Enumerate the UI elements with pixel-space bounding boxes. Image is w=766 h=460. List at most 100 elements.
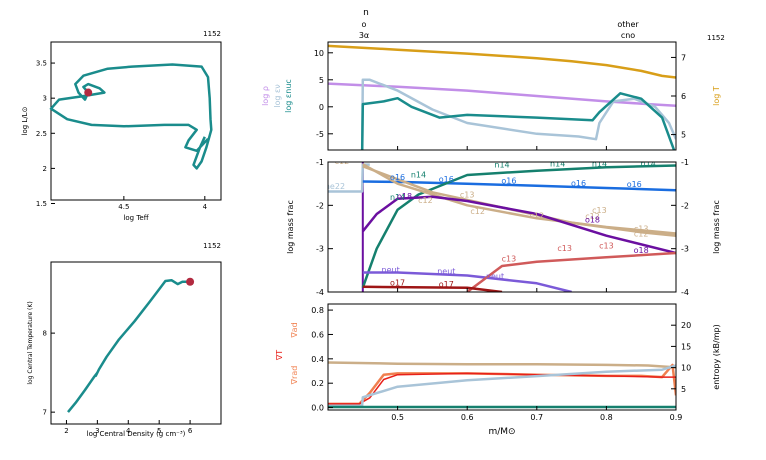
top-yr-tick-label-1: 6 <box>681 92 686 101</box>
abund-label-c13-7-0: c13 <box>502 255 517 264</box>
grad-series-2 <box>328 372 676 405</box>
abund-yr-tick-label-1: -2 <box>681 201 689 210</box>
hr-evolution-track <box>49 63 213 170</box>
abund-label-o16-1-2: o16 <box>501 177 516 186</box>
central-y-tick-label-0: 7 <box>43 409 47 417</box>
abund-label-c12-3-1: c12 <box>418 196 433 205</box>
abund-label-c13-7-2: c13 <box>599 242 614 251</box>
top-y-tick-label-3: 10 <box>314 49 324 58</box>
top-y-axis-label-2: log εnuc <box>284 79 293 113</box>
hr-current-point <box>84 88 93 97</box>
grad-yr-tick-label-3: 20 <box>681 321 691 330</box>
abund-label-c13-4-0: c13 <box>460 191 475 200</box>
abund-label-ne22-0-0: ne22 <box>325 182 345 191</box>
grad-plot-frame <box>327 303 677 411</box>
grad-series-group <box>328 361 676 409</box>
abund-label-o16-1-3: o16 <box>571 179 586 188</box>
central-x-tick-label-0: 2 <box>64 427 68 435</box>
grad-series-0 <box>328 361 676 369</box>
hr-x-axis-label: log Teff <box>123 214 148 222</box>
grad-x-tick-label-4: 0.9 <box>670 413 683 422</box>
top-series-1 <box>360 78 676 150</box>
central-conditions-panel: 1152 2 3 4 5 6 7 8 log Central Density (g cm⁻³) l… <box>27 242 222 438</box>
grad-y-axis-label-0: ∇ad <box>290 322 299 338</box>
grad-y-tick-label-0: 0.0 <box>311 404 324 413</box>
hr-y-tick-label-1: 2 <box>43 165 47 173</box>
grad-yr-tick-label-2: 15 <box>681 342 691 351</box>
abund-label-c13-7-1: c13 <box>557 244 572 253</box>
abund-label-c12-3-0: c12 <box>335 157 350 166</box>
top-yr-tick-label-0: 5 <box>681 131 686 140</box>
hr-x-tick-label-1: 4 <box>203 203 208 211</box>
abund-series-neut-6 <box>362 271 572 292</box>
top-y-tick-label-0: -5 <box>316 130 324 139</box>
abund-series-o18-5 <box>361 195 676 255</box>
hr-diagram-panel: 1152 4.5 4 1.5 2 2.5 3 3.5 log Teff log L/L⊙ <box>21 30 222 222</box>
abund-series-n14-2 <box>361 164 676 289</box>
central-x-axis-label: log Central Density (g cm⁻³) <box>87 430 186 438</box>
abund-y-right-axis-label: log mass frac <box>712 200 721 254</box>
abund-yr-tick-label-0: -1 <box>681 158 689 167</box>
central-current-point <box>186 277 195 286</box>
abund-label-o18-5-0: o18 <box>397 192 412 201</box>
marker-cno-label: cno <box>621 31 635 40</box>
hr-y-tick-label-3: 3 <box>43 95 47 103</box>
grad-x-tick-label-3: 0.8 <box>600 413 613 422</box>
abund-y-tick-label-0: -1 <box>316 158 324 167</box>
abund-series-group: ne22 o16 o16 o16 o16 o16 n14 n14 n14 n14 n14 n14 c12… <box>325 157 676 292</box>
abund-label-c12-3-4: c12 <box>585 212 600 221</box>
abund-y-tick-label-2: -3 <box>316 245 324 254</box>
gradient-entropy-panel: 0.0 0.2 0.4 0.6 0.8 5 10 15 20 0.5 0.6 0.7 0.8 0.9 m/M… <box>275 303 721 437</box>
abund-label-c12-3-5: c12 <box>634 230 649 239</box>
abund-label-n14-2-3: n14 <box>550 159 565 168</box>
central-evolution-track <box>67 278 191 413</box>
grad-x-tick-label-0: 0.5 <box>391 413 404 422</box>
central-x-tick-label-4: 6 <box>188 427 193 435</box>
abund-label-n14-2-1: n14 <box>411 171 426 180</box>
hr-y-tick-label-4: 3.5 <box>36 60 47 68</box>
central-x-tick-label-2: 4 <box>126 427 131 435</box>
abund-label-c12-3-3: c12 <box>530 211 545 220</box>
top-series-2 <box>360 92 676 150</box>
profile-density-temperature-panel: -5 0 5 10 5 6 7 log ρ log εν log εnuc log T <box>261 41 721 151</box>
abund-label-c12-3-2: c12 <box>470 207 485 216</box>
grad-x-axis-label: m/M⊙ <box>488 427 515 437</box>
top-y-right-axis-label: log T <box>712 86 721 106</box>
grad-y-right-axis-label: entropy (kB/mp) <box>712 324 721 389</box>
abund-label-n14-2-2: n14 <box>494 161 509 170</box>
abund-label-n14-2-0: n14 <box>390 193 405 202</box>
abund-label-o17-8-0: o17 <box>390 279 405 288</box>
abund-y-tick-label-3: -4 <box>316 288 324 297</box>
top-y-axis-label-0: log ρ <box>261 86 270 106</box>
marker-other-label: other <box>617 20 639 29</box>
abund-label-neut-6-0: neut <box>382 266 400 275</box>
abund-label-n14-2-5: n14 <box>641 159 656 168</box>
abund-label-neut-6-1: neut <box>437 267 455 276</box>
abund-label-o16-1-0: o16 <box>390 173 405 182</box>
abund-yr-tick-label-2: -3 <box>681 245 689 254</box>
abund-series-o17-8 <box>362 285 503 292</box>
hr-y-tick-label-0: 1.5 <box>36 200 47 208</box>
abund-label-o18-5-2: o18 <box>634 246 649 255</box>
marker-o-label: o <box>362 20 367 29</box>
grad-y-axis-label-2: ∇rad <box>290 366 299 386</box>
abund-label-o17-8-1: o17 <box>439 280 454 289</box>
abund-yr-tick-label-3: -4 <box>681 288 689 297</box>
abund-label-neut-6-2: neut <box>486 272 504 281</box>
profile-model-number: 1152 <box>707 34 725 42</box>
central-title: 1152 <box>203 242 221 250</box>
central-x-tick-label-1: 3 <box>95 427 99 435</box>
top-y-tick-label-1: 0 <box>319 103 324 112</box>
hr-title: 1152 <box>203 30 221 38</box>
marker-3a-label: 3α <box>359 31 369 40</box>
central-plot-frame <box>50 261 222 425</box>
abund-label-o16-1-4: o16 <box>627 180 642 189</box>
top-series-3 <box>328 44 676 79</box>
top-yr-tick-label-2: 7 <box>681 53 686 62</box>
grad-x-tick-label-1: 0.6 <box>461 413 474 422</box>
hr-y-axis-label: log L/L⊙ <box>21 107 29 136</box>
top-series-group <box>328 44 676 150</box>
abundance-profile-panel: ne22 o16 o16 o16 o16 o16 n14 n14 n14 n14 n14 n14 c12… <box>286 157 721 297</box>
grad-yr-tick-label-0: 5 <box>681 385 686 394</box>
abund-label-n14-2-4: n14 <box>592 159 607 168</box>
